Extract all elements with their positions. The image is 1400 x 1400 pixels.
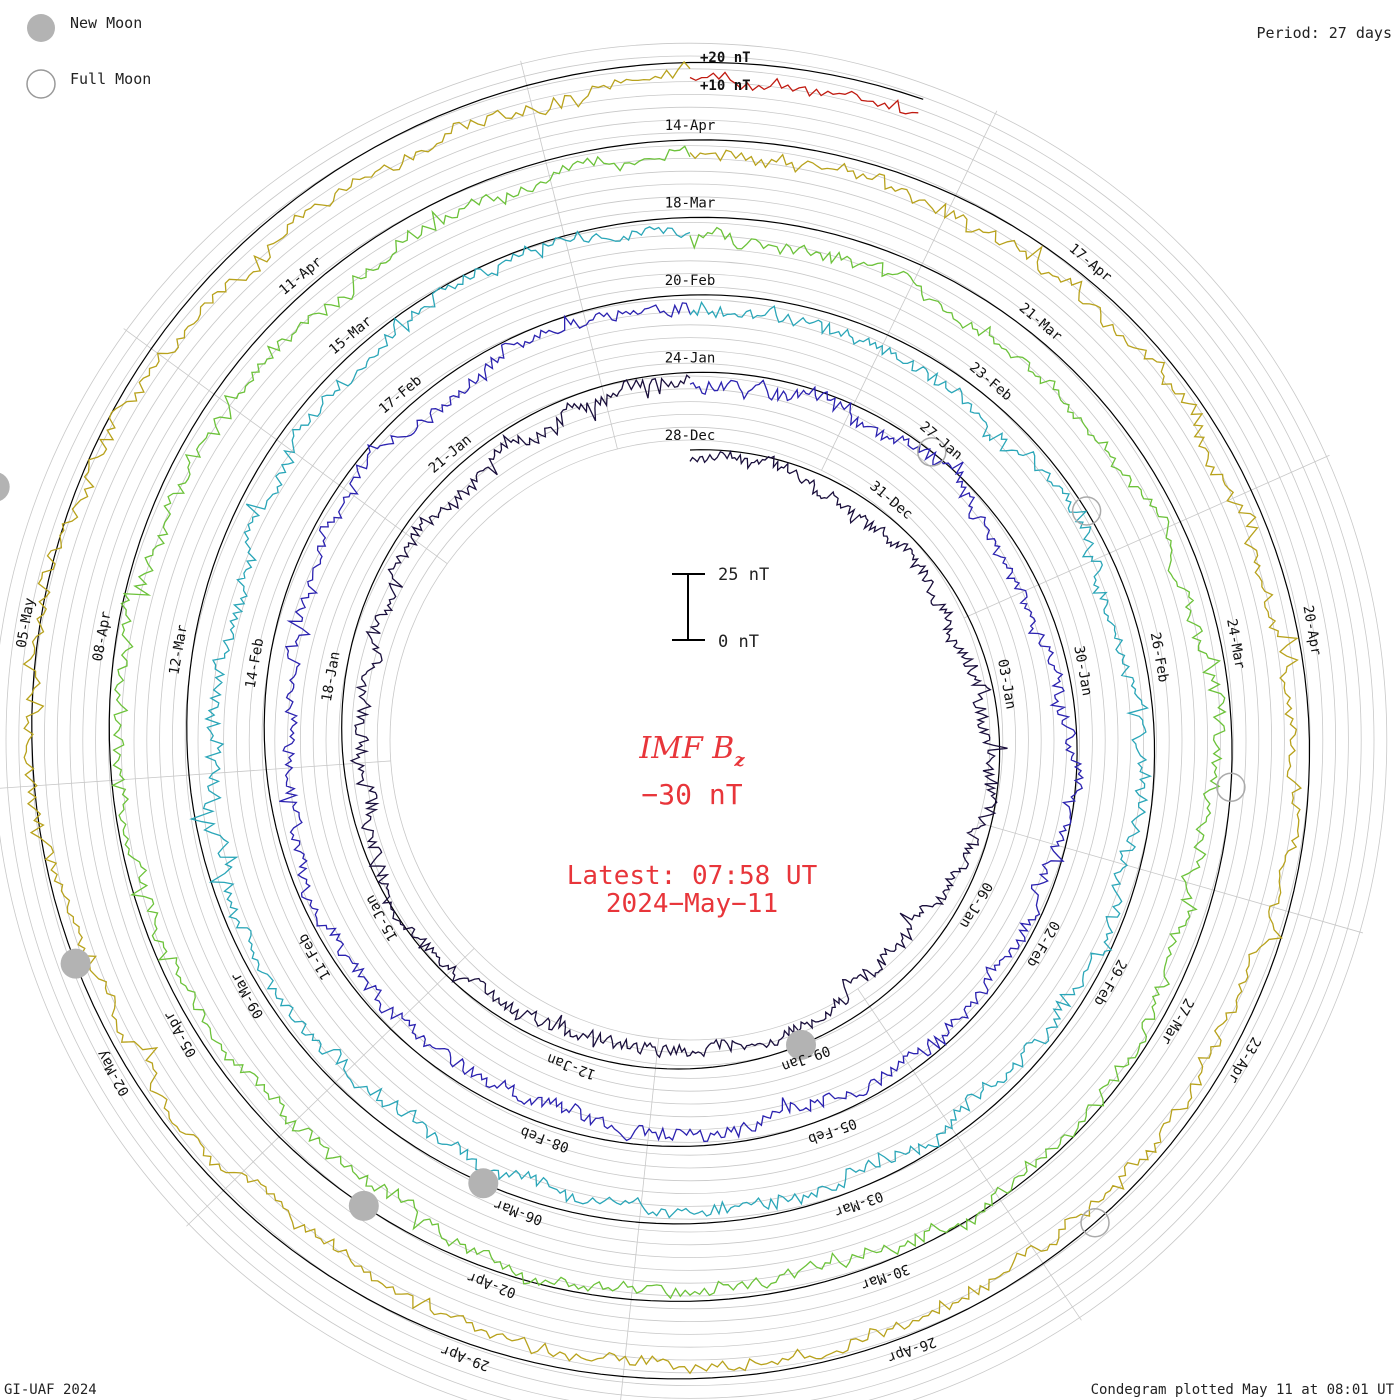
full-moon-icon [26, 69, 56, 99]
bz-trace-14-Apr [22, 60, 1303, 1375]
center-offset: −30 nT [641, 778, 742, 811]
date-label: 23-Apr [1224, 1034, 1263, 1086]
bz-trace-24-Jan [279, 302, 1085, 1143]
bz-trace-11-May [689, 71, 919, 115]
date-label: 18-Jan [319, 650, 344, 703]
grid-ring [82, 132, 1298, 1348]
period-label: Period: 27 days [1257, 24, 1392, 42]
date-spoke [0, 760, 391, 789]
date-spoke [186, 948, 475, 1227]
date-label: 09-Mar [228, 969, 267, 1021]
moon-markers [0, 437, 1246, 1238]
date-label: 29-Apr [439, 1341, 492, 1373]
grid-ring [197, 247, 1183, 1233]
new-moon-label: New Moon [70, 14, 142, 32]
date-label: 21-Jan [426, 432, 475, 477]
date-label: 14-Apr [665, 118, 716, 134]
grid-ring [184, 234, 1196, 1246]
date-label: 28-Dec [665, 428, 716, 444]
ref-label-20: +20 nT [700, 50, 751, 66]
date-label: 26-Feb [1147, 631, 1172, 684]
new-moon-marker [468, 1168, 499, 1199]
scale-bottom-label: 0 nT [718, 632, 759, 652]
full-moon-marker [1080, 1207, 1110, 1238]
grid-ring [133, 183, 1247, 1297]
full-moon-marker [1071, 496, 1102, 526]
new-moon-icon [27, 14, 55, 42]
date-label: 08-Feb [518, 1123, 571, 1155]
bz-trace-18-Mar [111, 145, 1227, 1300]
grid-ring [248, 298, 1132, 1182]
date-spoke [123, 328, 448, 564]
date-label: 24-Jan [665, 351, 716, 367]
date-spoke [520, 60, 618, 450]
footer-plot-time: Condegram plotted May 11 at 08:01 UT [1091, 1382, 1395, 1398]
new-moon-marker [786, 1029, 816, 1060]
date-label: 02-May [94, 1047, 133, 1099]
date-label: 05-May [14, 597, 39, 650]
date-label: 20-Feb [665, 273, 716, 289]
date-spoke [620, 1038, 660, 1400]
scale-bar: 25 nT 0 nT [672, 565, 769, 652]
date-spoke [857, 988, 1082, 1321]
grid-ring [274, 324, 1106, 1156]
full-moon-marker [917, 437, 947, 467]
grid-ring [5, 55, 1375, 1400]
date-label: 06-Mar [492, 1196, 545, 1228]
bz-trace-28-Dec [349, 374, 1008, 1059]
grid-ring [172, 222, 1208, 1258]
center-title-subscript: z [733, 750, 745, 771]
new-moon-marker [0, 472, 10, 501]
grid-ring [235, 285, 1145, 1195]
grid-ring [108, 158, 1272, 1322]
date-label: 05-Apr [161, 1008, 200, 1060]
grid-ring [351, 401, 1029, 1079]
grid-ring [325, 375, 1055, 1105]
date-label: 29-Feb [1090, 956, 1129, 1008]
date-label: 27-Mar [1157, 995, 1196, 1047]
grid-ring [146, 196, 1234, 1284]
date-label: 03-Mar [832, 1187, 885, 1219]
latest-time: Latest: 07:58 UT [567, 861, 818, 891]
date-label: 17-Feb [376, 373, 425, 418]
new-moon-marker [60, 948, 91, 979]
latest-date: 2024−May−11 [606, 889, 778, 919]
grid-ring [363, 413, 1017, 1067]
grid-ring [223, 273, 1157, 1207]
full-moon-label: Full Moon [70, 70, 151, 88]
date-label: 26-Apr [885, 1333, 938, 1365]
grid-ring [159, 209, 1221, 1271]
scale-top-label: 25 nT [718, 565, 769, 585]
grid-ring [95, 145, 1285, 1335]
bz-traces [22, 60, 1311, 1380]
date-label: 24-Mar [1223, 618, 1248, 671]
grid-ring [0, 43, 1387, 1400]
date-spoke [978, 822, 1363, 934]
grid-ring [376, 426, 1004, 1054]
date-label: 08-Apr [90, 610, 115, 663]
grid-ring [338, 388, 1042, 1092]
date-label: 30-Jan [1070, 645, 1095, 698]
grid-ring [287, 337, 1093, 1143]
new-moon-marker [348, 1190, 379, 1221]
grid-ring [44, 94, 1336, 1386]
date-spoke [963, 454, 1330, 619]
footer-credit: GI-UAF 2024 [4, 1382, 97, 1398]
date-label: 18-Mar [665, 196, 716, 212]
ref-label-10: +10 nT [700, 78, 751, 94]
date-label: 31-Dec [866, 478, 915, 523]
spiral-baseline [31, 61, 1311, 1380]
date-label: 05-Feb [806, 1115, 859, 1147]
date-spokes [0, 60, 1363, 1400]
full-moon-marker [1216, 772, 1246, 803]
bz-trace-20-Feb [189, 226, 1153, 1219]
ring-grid [0, 43, 1387, 1400]
grid-ring [18, 68, 1362, 1400]
date-label: 23-Feb [966, 359, 1015, 404]
center-title: IMF Bz [638, 731, 745, 771]
date-label: 11-Feb [295, 931, 334, 983]
date-label: 12-Mar [166, 624, 191, 677]
